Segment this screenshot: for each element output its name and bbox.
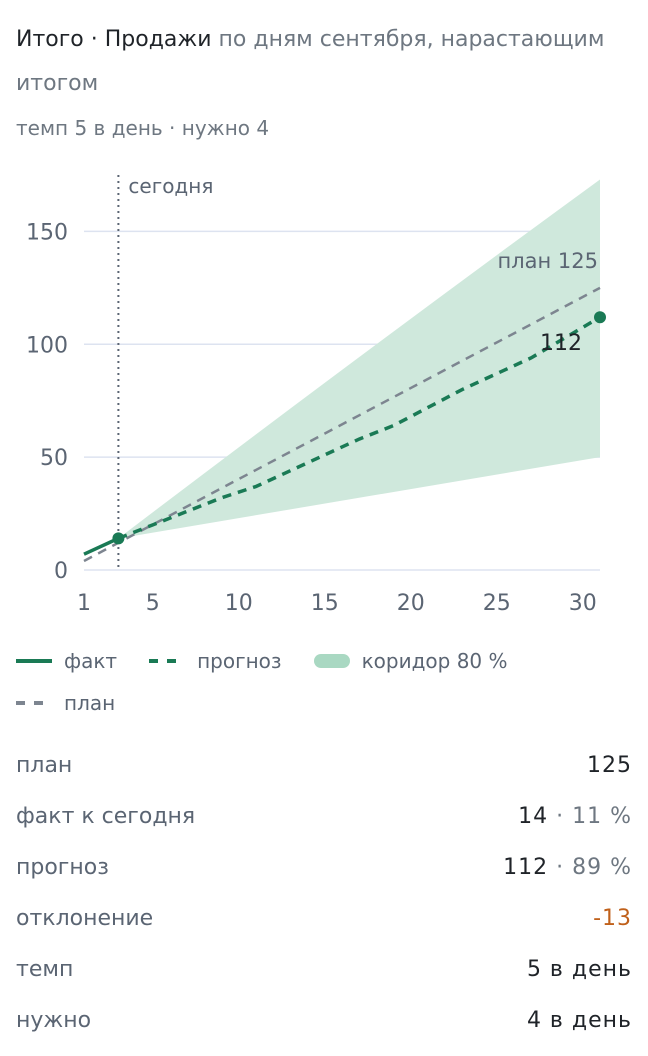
stat-number: 5: [526, 957, 542, 982]
legend-swatch-fact: [16, 659, 52, 663]
legend-label-fact: факт: [64, 649, 118, 673]
title-strong: Итого · Продажи: [16, 27, 212, 52]
stat-label: темп: [16, 957, 74, 982]
legend-item-forecast: прогноз: [149, 649, 282, 673]
stat-value: 14 · 11 %: [518, 804, 632, 829]
y-tick-label: 100: [26, 333, 68, 358]
legend-item-band: коридор 80 %: [313, 649, 508, 673]
plan-label: план 125: [497, 249, 598, 273]
legend-label-forecast: прогноз: [197, 649, 282, 673]
y-tick-label: 0: [54, 559, 68, 584]
x-tick-label: 1: [77, 591, 91, 616]
stat-number: 112: [503, 855, 549, 880]
forecast-line: [117, 315, 601, 541]
stat-extra: · 11 %: [548, 804, 632, 829]
stat-label: нужно: [16, 1008, 92, 1033]
stat-value: 112 · 89 %: [503, 855, 632, 880]
stat-number: 4: [526, 1008, 542, 1033]
fact-line: [83, 536, 120, 556]
stat-row-pace: темп 5 в день: [16, 944, 632, 995]
stat-row-plan: план 125: [16, 740, 632, 791]
y-tick-label: 150: [26, 220, 68, 245]
stat-row-deviation: отклонение -13: [16, 893, 632, 944]
stat-extra: в день: [541, 1008, 632, 1033]
legend-label-band: коридор 80 %: [361, 649, 508, 673]
title-muted: по дням сентября, нарастающим итогом: [16, 27, 605, 96]
x-tick-label: 5: [146, 591, 160, 616]
today-point: [112, 532, 125, 545]
stat-number: 125: [587, 753, 632, 778]
chart-legend: факт прогноз коридор 80 % план: [16, 640, 632, 724]
x-tick-label: 10: [225, 591, 253, 616]
confidence-band: [118, 179, 601, 539]
stat-label: план: [16, 753, 73, 778]
stat-row-fact: факт к сегодня 14 · 11 %: [16, 791, 632, 842]
stat-value: 4 в день: [527, 1008, 632, 1033]
chart-header: Итого · Продажи по дням сентября, нараст…: [16, 18, 632, 148]
x-tick-label: 20: [397, 591, 425, 616]
today-label: сегодня: [128, 174, 213, 198]
legend-label-plan: план: [64, 691, 116, 715]
x-tick-label: 30: [569, 591, 597, 616]
forecast-end-point: [594, 311, 606, 324]
plan-line: [83, 286, 601, 563]
legend-swatch-forecast: [149, 659, 186, 663]
legend-item-plan: план: [16, 691, 115, 715]
chart-subtitle: темп 5 в день · нужно 4: [16, 116, 270, 140]
stat-label: факт к сегодня: [16, 804, 196, 829]
stat-label: отклонение: [16, 906, 154, 931]
chart-title: Итого · Продажи по дням сентября, нараст…: [16, 18, 632, 106]
stat-extra: в день: [541, 957, 632, 982]
stat-extra: · 89 %: [548, 855, 632, 880]
stat-value: 125: [587, 753, 632, 778]
stat-number: 14: [518, 804, 549, 829]
x-tick-label: 15: [311, 591, 339, 616]
stat-value: -13: [593, 906, 632, 931]
stats-table: план 125 факт к сегодня 14 · 11 % прогно…: [16, 740, 632, 1046]
stat-value: 5 в день: [527, 957, 632, 982]
legend-swatch-band: [313, 654, 350, 668]
forecast-end-label: 112: [540, 331, 582, 356]
legend-item-fact: факт: [16, 649, 117, 673]
y-tick-label: 50: [40, 446, 68, 471]
legend-swatch-plan: [16, 701, 52, 705]
stat-label: прогноз: [16, 855, 109, 880]
x-tick-label: 25: [483, 591, 511, 616]
stat-row-forecast: прогноз 112 · 89 %: [16, 842, 632, 893]
stat-row-needed: нужно 4 в день: [16, 995, 632, 1046]
stat-number: -13: [593, 906, 632, 931]
